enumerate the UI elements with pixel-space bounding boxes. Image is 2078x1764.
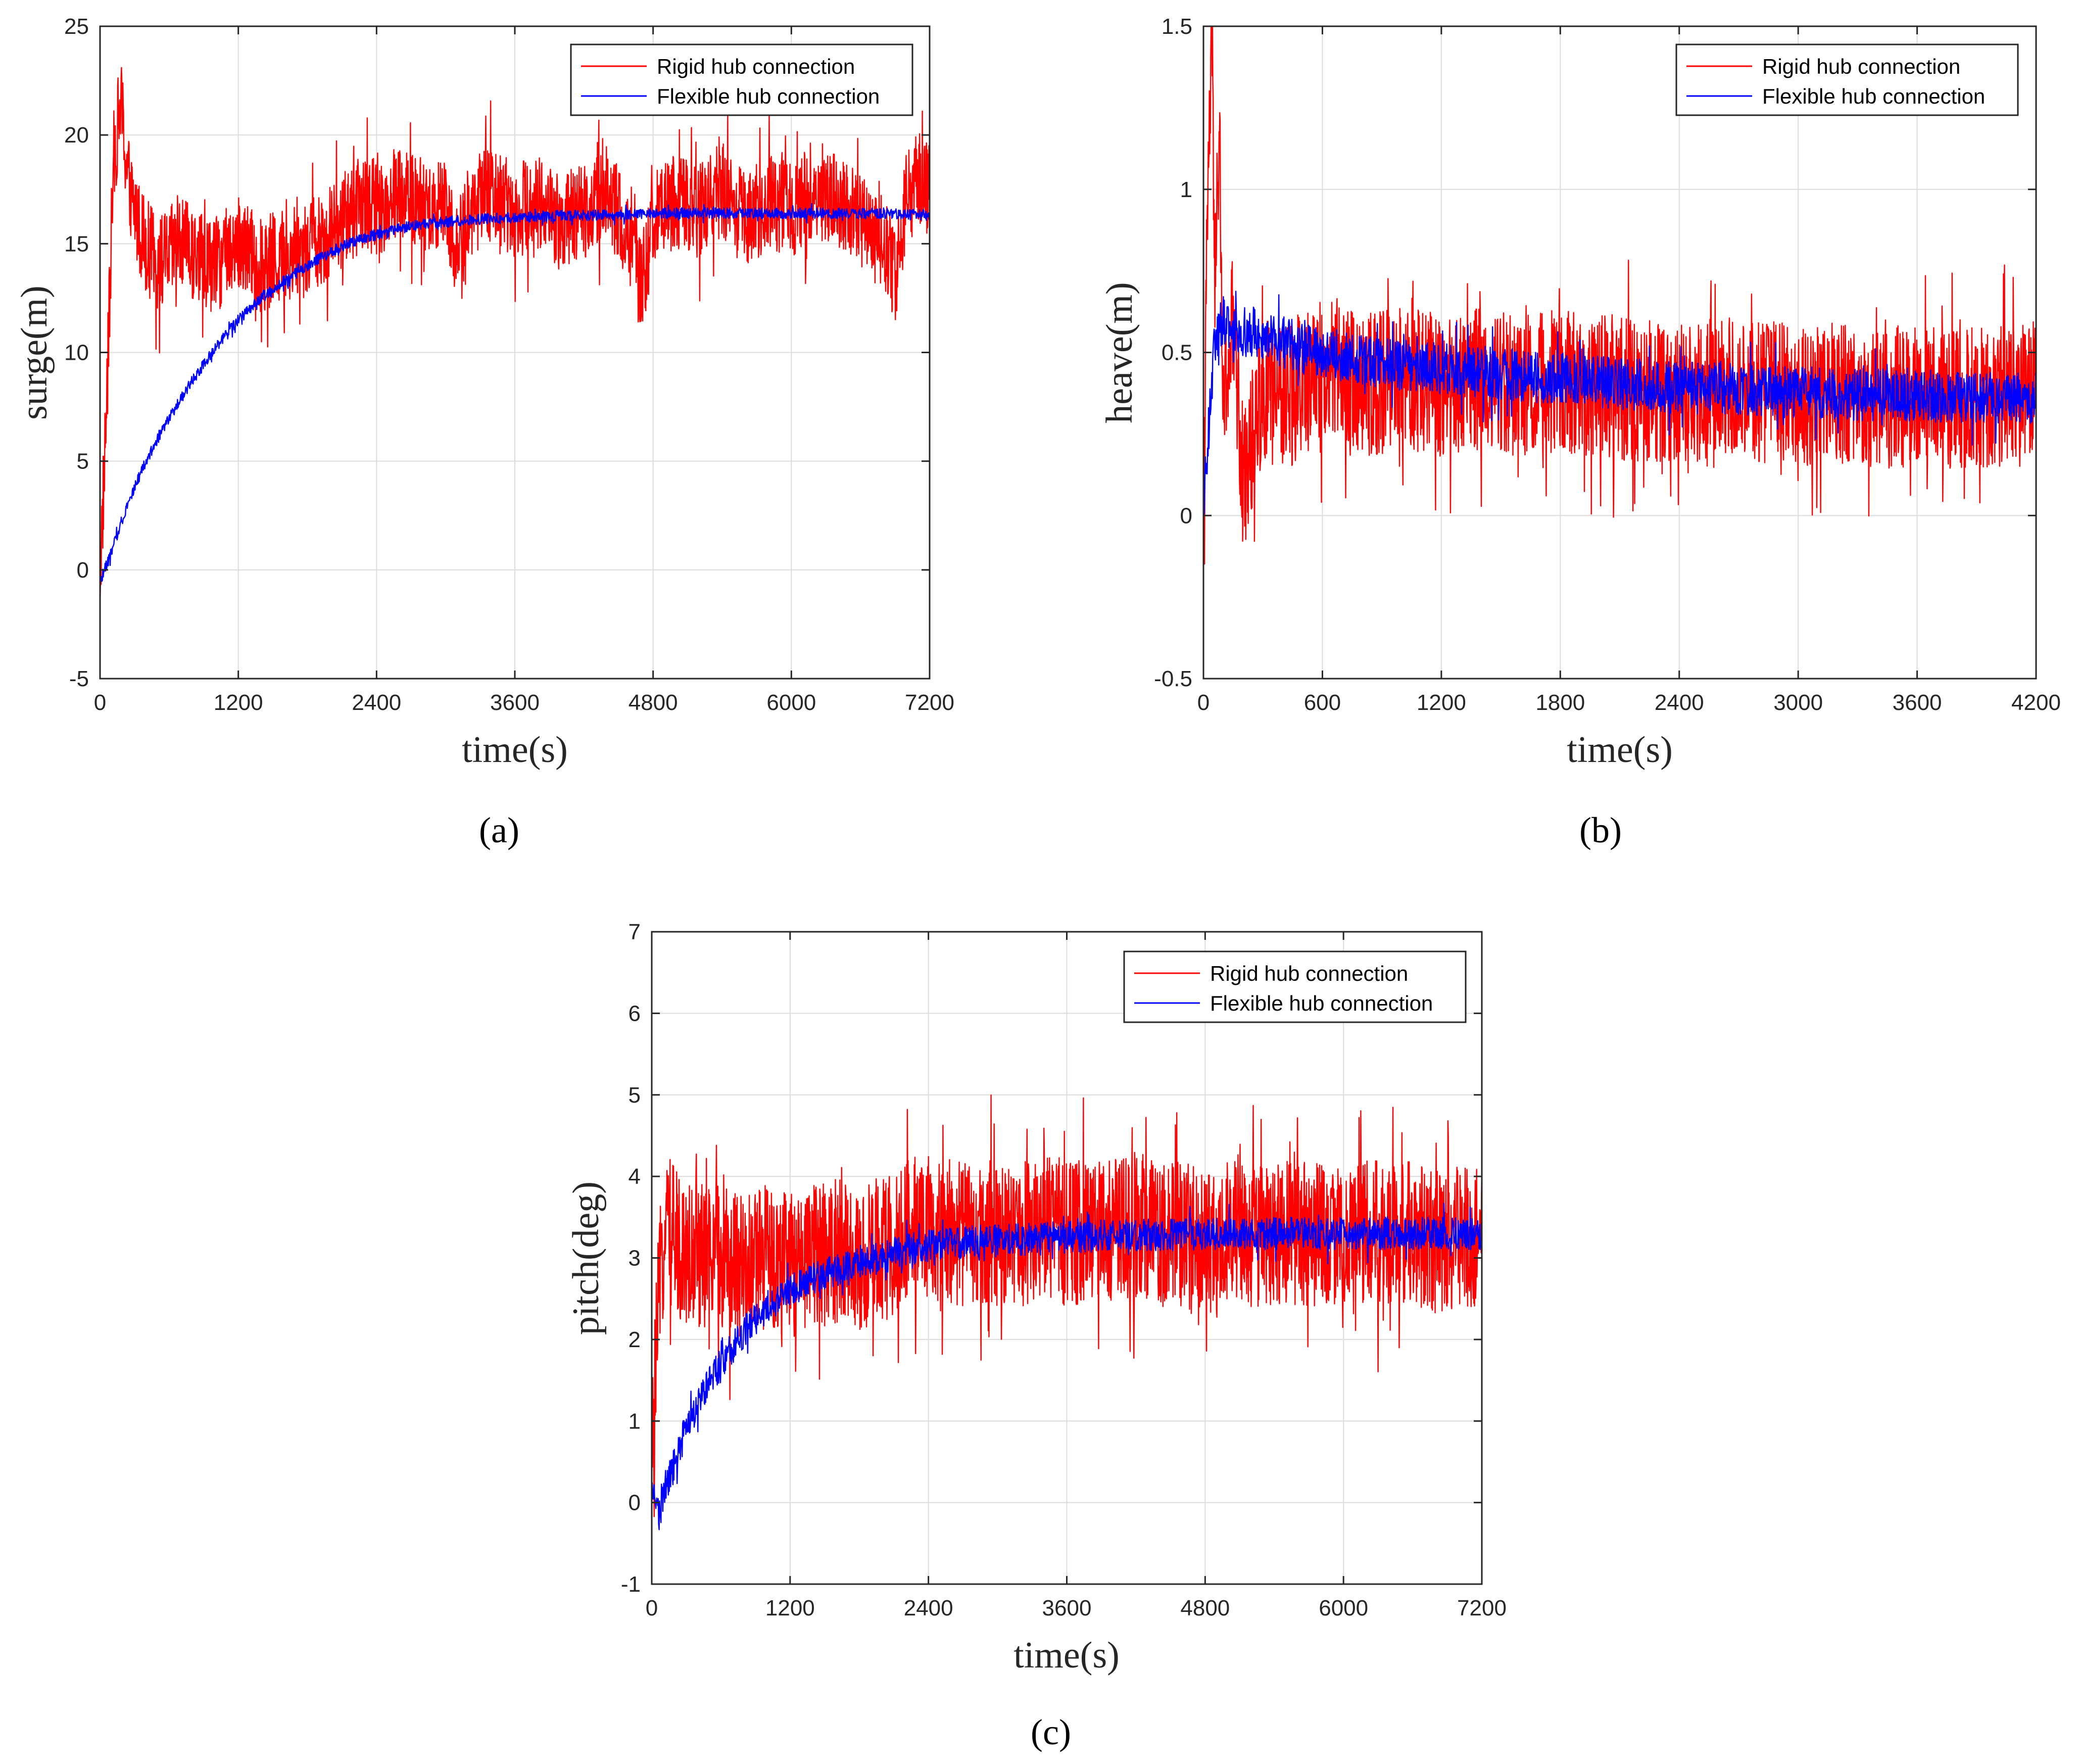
y-tick-label: 5 bbox=[77, 449, 89, 474]
x-tick-label: 2400 bbox=[1655, 690, 1704, 715]
y-tick-label: 15 bbox=[64, 231, 89, 256]
x-tick-label: 6000 bbox=[1319, 1596, 1368, 1620]
y-tick-label: 1 bbox=[1180, 177, 1192, 202]
y-tick-label: 0.5 bbox=[1162, 341, 1192, 365]
legend-box-c bbox=[1123, 950, 1467, 1023]
x-tick-label: 7200 bbox=[905, 690, 954, 715]
y-tick-label: 6 bbox=[629, 1001, 641, 1026]
x-tick-label: 1200 bbox=[1417, 690, 1466, 715]
legend-label-rigid-b: Rigid hub connection bbox=[1762, 55, 1960, 78]
x-axis-label-a: time(s) bbox=[462, 729, 568, 771]
legend-box-b bbox=[1675, 43, 2019, 116]
y-tick-label: 3 bbox=[629, 1246, 641, 1271]
legend-a: Rigid hub connection Flexible hub connec… bbox=[570, 43, 913, 116]
y-axis-label-b: heave(m) bbox=[1099, 282, 1140, 423]
y-axis-label-c: pitch(deg) bbox=[565, 1181, 607, 1335]
x-tick-label: 6000 bbox=[766, 690, 816, 715]
series-line-flexible bbox=[1202, 291, 2037, 515]
x-tick-label: 3000 bbox=[1773, 690, 1823, 715]
y-tick-label: 25 bbox=[64, 14, 89, 39]
legend-c: Rigid hub connection Flexible hub connec… bbox=[1123, 950, 1467, 1023]
legend-label-rigid-c: Rigid hub connection bbox=[1210, 962, 1408, 985]
x-tick-label: 0 bbox=[94, 690, 106, 715]
y-tick-label: 0 bbox=[629, 1491, 641, 1515]
x-axis-label-b: time(s) bbox=[1567, 729, 1673, 771]
y-tick-label: 0 bbox=[77, 558, 89, 583]
panel-b-heave-chart: 0 600 1200 1800 2400 3000 3600 4200-0.500.511.5… bbox=[1099, 14, 2061, 850]
y-tick-label: 5 bbox=[629, 1083, 641, 1108]
x-tick-label: 7200 bbox=[1457, 1596, 1507, 1620]
x-tick-label: 1200 bbox=[765, 1596, 815, 1620]
series-lines-c bbox=[651, 1094, 1483, 1531]
x-tick-label: 0 bbox=[646, 1596, 658, 1620]
legend-label-rigid-a: Rigid hub connection bbox=[657, 55, 855, 78]
legend-b: Rigid hub connection Flexible hub connec… bbox=[1675, 43, 2019, 116]
x-tick-label: 1800 bbox=[1535, 690, 1585, 715]
legend-label-flexible-a: Flexible hub connection bbox=[657, 84, 880, 108]
x-axis-label-c: time(s) bbox=[1013, 1635, 1120, 1676]
x-tick-label: 1200 bbox=[214, 690, 263, 715]
y-axis-label-a: surge(m) bbox=[14, 285, 55, 420]
x-tick-label: 600 bbox=[1304, 690, 1341, 715]
x-tick-label: 4800 bbox=[1180, 1596, 1230, 1620]
y-tick-label: 2 bbox=[629, 1327, 641, 1352]
x-tick-label: 2400 bbox=[904, 1596, 953, 1620]
legend-label-flexible-c: Flexible hub connection bbox=[1210, 991, 1433, 1015]
x-tick-label: 0 bbox=[1197, 690, 1210, 715]
y-tick-label: 4 bbox=[629, 1164, 641, 1189]
legend-box-a bbox=[570, 43, 913, 116]
panel-label-b: (b) bbox=[1579, 810, 1622, 850]
x-tick-label: 4800 bbox=[629, 690, 678, 715]
series-lines-b bbox=[1202, 25, 2037, 587]
series-lines-a bbox=[99, 67, 931, 609]
y-tick-label: -0.5 bbox=[1154, 666, 1192, 691]
y-tick-label: -5 bbox=[69, 666, 89, 691]
series-line-flexible bbox=[99, 203, 931, 586]
x-tick-label: 4200 bbox=[2011, 690, 2061, 715]
y-tick-label: 1.5 bbox=[1162, 14, 1192, 39]
panel-label-c: (c) bbox=[1031, 1712, 1071, 1752]
ticks-b: 0 600 1200 1800 2400 3000 3600 4200-0.500.511.5 bbox=[1154, 14, 2061, 715]
y-tick-label: 10 bbox=[64, 341, 89, 365]
y-tick-label: 7 bbox=[629, 920, 641, 944]
x-tick-label: 2400 bbox=[352, 690, 401, 715]
y-tick-label: 1 bbox=[629, 1409, 641, 1434]
series-line-flexible bbox=[651, 1203, 1483, 1531]
y-tick-label: 0 bbox=[1180, 503, 1192, 528]
panel-label-a: (a) bbox=[479, 810, 519, 850]
y-tick-label: -1 bbox=[621, 1572, 641, 1597]
y-tick-label: 20 bbox=[64, 123, 89, 148]
x-tick-label: 3600 bbox=[1893, 690, 1942, 715]
x-tick-label: 3600 bbox=[1042, 1596, 1092, 1620]
legend-label-flexible-b: Flexible hub connection bbox=[1762, 84, 1985, 108]
x-tick-label: 3600 bbox=[490, 690, 540, 715]
series-line-rigid bbox=[99, 67, 931, 609]
